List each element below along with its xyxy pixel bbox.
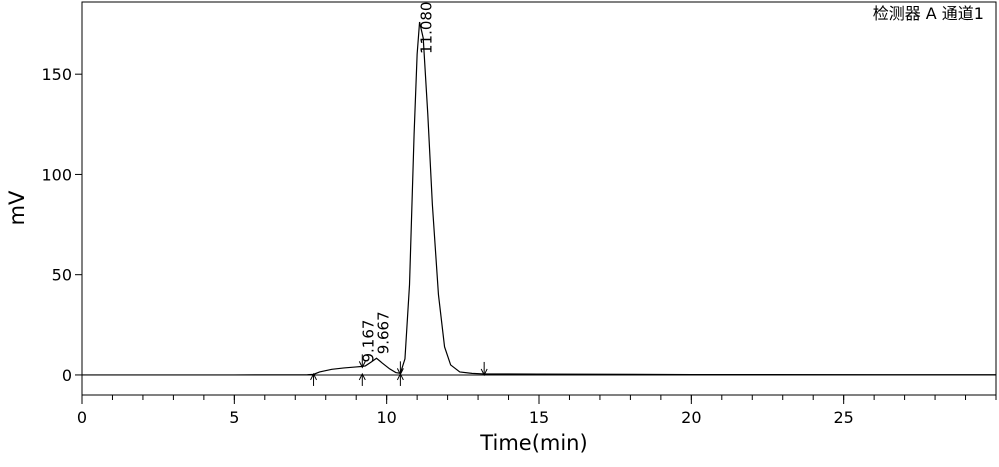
y-axis-label: mV (5, 190, 29, 225)
arrow-part (310, 372, 317, 381)
integration-mark-up (310, 372, 317, 386)
x-tick-label: 0 (77, 408, 87, 427)
trace (82, 21, 997, 376)
arrow-part (358, 361, 366, 369)
peak-label: 9.667 (375, 311, 393, 354)
integration-mark-down (396, 361, 404, 376)
x-tick-label: 5 (229, 408, 239, 427)
arrow-part (480, 368, 488, 377)
x-tick-label: 15 (529, 408, 549, 427)
integration-mark-down (358, 354, 366, 369)
integration-mark-up (358, 372, 366, 386)
y-tick-label: 100 (41, 165, 72, 184)
integration-mark-up (396, 372, 404, 386)
peak-label: 11.080 (418, 2, 436, 55)
x-tick-label: 25 (833, 408, 853, 427)
x-tick-label: 20 (681, 408, 701, 427)
y-tick-label: 50 (52, 266, 72, 285)
plot-frame (81, 1, 997, 396)
arrow-part (358, 372, 366, 381)
y-tick-label: 150 (41, 65, 72, 84)
peak-label: 9.167 (359, 320, 377, 363)
x-tick-label: 10 (376, 408, 396, 427)
integration-mark-down (480, 361, 488, 377)
y-tick-label: 0 (62, 366, 72, 385)
arrow-part (396, 368, 404, 376)
x-axis-label: Time(min) (479, 431, 587, 455)
chart-title: 检测器 A 通道1 (873, 4, 984, 23)
